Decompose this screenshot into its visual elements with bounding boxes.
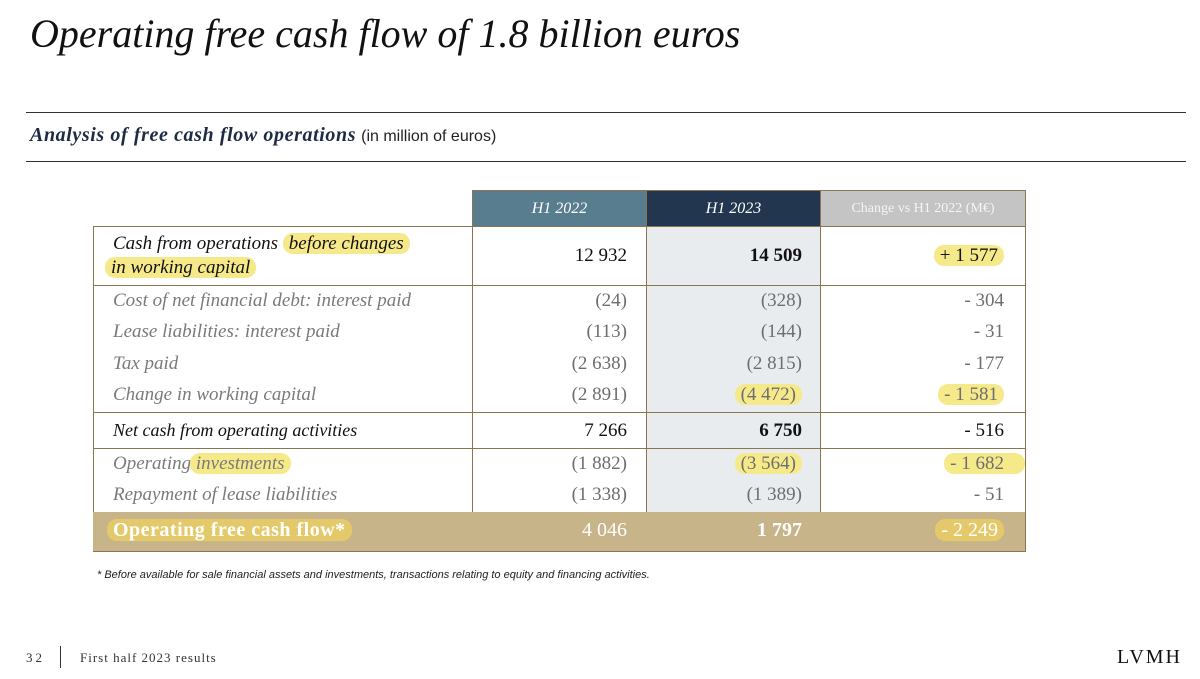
- subtitle-main: Analysis of free cash flow operations: [30, 124, 357, 146]
- value-change: - 2 249: [935, 519, 1004, 542]
- row-label: Repayment of lease liabilities: [113, 484, 338, 505]
- row-label: Operating free cash flow*: [107, 519, 352, 542]
- highlight: investments: [189, 453, 291, 474]
- table-border: [93, 551, 1026, 552]
- value-h1-2023: (2 815): [746, 353, 802, 374]
- value-h1-2022: (1 338): [571, 484, 627, 505]
- value-h1-2022: (2 891): [571, 384, 627, 405]
- value-change: - 1 682: [944, 453, 1025, 475]
- value-change: - 51: [973, 484, 1004, 505]
- row-label: Lease liabilities: interest paid: [113, 321, 340, 342]
- value-change: + 1 577: [933, 245, 1004, 267]
- page-number: 32: [26, 650, 45, 665]
- row-label: Cash from operations before changes in w…: [105, 232, 410, 280]
- table-row: Lease liabilities: interest paid (113) (…: [93, 321, 1025, 349]
- value-h1-2022: (1 882): [571, 453, 627, 474]
- highlight: before changes: [282, 233, 410, 254]
- table-border: [93, 412, 1026, 413]
- row-label: Operating investments: [113, 453, 291, 475]
- value-h1-2023: 6 750: [759, 420, 802, 441]
- value-h1-2022: 12 932: [574, 245, 627, 266]
- value-h1-2023: (3 564): [734, 453, 802, 475]
- table-border: [820, 190, 821, 551]
- table-border: [93, 226, 1026, 227]
- table-border: [1025, 190, 1026, 551]
- table-border: [93, 448, 1026, 449]
- section-subtitle: Analysis of free cash flow operations (i…: [30, 124, 496, 147]
- table-border: [472, 190, 1026, 191]
- table-row: Cash from operations before changes in w…: [93, 232, 1025, 282]
- table-row: Cost of net financial debt: interest pai…: [93, 290, 1025, 318]
- value-h1-2023: 14 509: [749, 245, 802, 266]
- row-label: Change in working capital: [113, 384, 317, 405]
- footer-divider: [60, 646, 61, 668]
- value-h1-2023: (1 389): [746, 484, 802, 505]
- brand-logo: LVMH: [1116, 646, 1182, 668]
- table-border: [93, 285, 1026, 286]
- value-change: - 516: [964, 420, 1004, 441]
- table-border: [472, 190, 473, 551]
- value-h1-2022: 4 046: [582, 519, 627, 541]
- table-border: [646, 190, 647, 551]
- row-label: Tax paid: [113, 353, 179, 374]
- value-change: - 31: [973, 321, 1004, 342]
- value-h1-2023: 1 797: [757, 519, 802, 541]
- value-change: - 177: [964, 353, 1004, 374]
- value-change: - 1 581: [938, 384, 1004, 406]
- table-row: Tax paid (2 638) (2 815) - 177: [93, 353, 1025, 381]
- footnote: * Before available for sale financial as…: [97, 569, 650, 581]
- table-row: Operating investments (1 882) (3 564) - …: [93, 453, 1025, 481]
- value-h1-2022: (2 638): [571, 353, 627, 374]
- highlight: in working capital: [105, 257, 257, 278]
- value-h1-2022: (113): [586, 321, 627, 342]
- value-h1-2023: (4 472): [734, 384, 802, 406]
- title-divider: [26, 112, 1186, 113]
- row-label: Cost of net financial debt: interest pai…: [113, 290, 411, 311]
- value-h1-2022: (24): [595, 290, 627, 311]
- table-row: Change in working capital (2 891) (4 472…: [93, 384, 1025, 412]
- table-border: [93, 226, 94, 551]
- header-h1-2022: H1 2022: [473, 191, 646, 226]
- header-change: Change vs H1 2022 (M€): [821, 191, 1025, 226]
- table-row: Net cash from operating activities 7 266…: [93, 420, 1025, 448]
- header-h1-2023: H1 2023: [647, 191, 820, 226]
- value-h1-2023: (328): [760, 290, 802, 311]
- value-h1-2022: 7 266: [584, 420, 627, 441]
- subtitle-unit: (in million of euros): [361, 128, 497, 145]
- table-row-total: Operating free cash flow* 4 046 1 797 - …: [93, 519, 1025, 549]
- page-title: Operating free cash flow of 1.8 billion …: [30, 11, 741, 56]
- row-label: Net cash from operating activities: [113, 420, 358, 440]
- value-change: - 304: [964, 290, 1004, 311]
- footer-caption: First half 2023 results: [80, 650, 217, 665]
- subtitle-divider: [26, 161, 1186, 162]
- value-h1-2023: (144): [760, 321, 802, 342]
- table-row: Repayment of lease liabilities (1 338) (…: [93, 484, 1025, 512]
